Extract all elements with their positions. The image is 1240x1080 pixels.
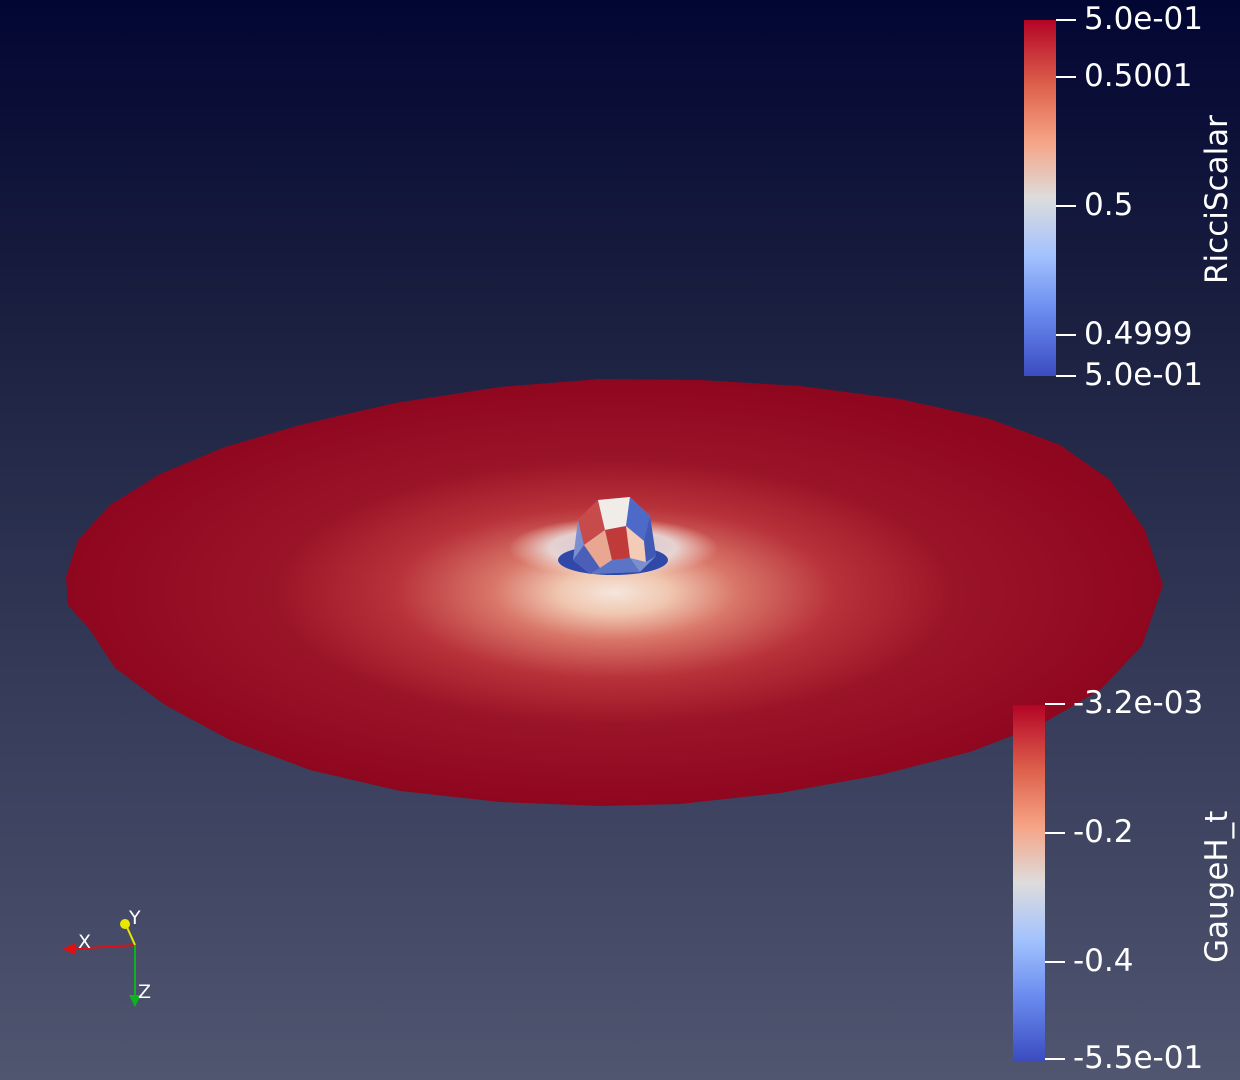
z-axis-arrow-icon — [129, 995, 141, 1007]
ricci-tick-max: 5.0e-01 — [1056, 4, 1203, 35]
y-axis-arrow-icon — [120, 919, 130, 929]
ricci-tick-0-4999: 0.4999 — [1056, 319, 1192, 350]
x-axis-arrow-icon — [62, 943, 76, 955]
center-sphere — [573, 497, 656, 574]
gauge-tick-max: -3.2e-03 — [1045, 688, 1203, 719]
ricci-colorbar-title: RicciScalar — [1199, 115, 1235, 284]
y-axis-label: Y — [129, 907, 141, 929]
ricci-tick-min: 5.0e-01 — [1056, 360, 1203, 391]
orientation-axes-widget[interactable] — [50, 905, 160, 1015]
gauge-tick-neg-0-4: -0.4 — [1045, 946, 1134, 977]
ricci-tick-0-5001: 0.5001 — [1056, 61, 1192, 92]
ricci-scalar-colorbar[interactable] — [1024, 20, 1056, 376]
gauge-tick-neg-0-2: -0.2 — [1045, 817, 1134, 848]
gauge-tick-min: -5.5e-01 — [1045, 1043, 1203, 1074]
z-axis-label: Z — [138, 981, 152, 1003]
ricci-disk-surface — [66, 379, 1163, 806]
x-axis-line — [71, 944, 136, 950]
gauge-colorbar-gradient — [1013, 705, 1045, 1061]
gauge-h-t-colorbar[interactable] — [1013, 705, 1045, 1061]
x-axis-label: X — [78, 931, 92, 953]
gauge-colorbar-title: GaugeH_t — [1199, 810, 1235, 963]
ricci-tick-0-5: 0.5 — [1056, 190, 1133, 221]
y-axis-line — [125, 924, 136, 946]
ricci-colorbar-gradient — [1024, 20, 1056, 376]
